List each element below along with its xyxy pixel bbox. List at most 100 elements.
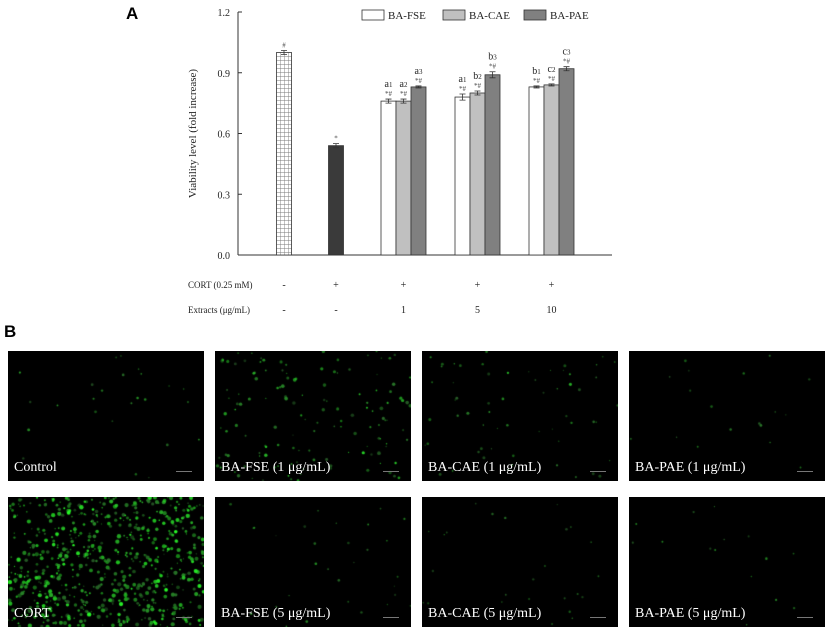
scale-bar bbox=[590, 617, 606, 618]
scale-bar bbox=[590, 471, 606, 472]
treatment-cell: - bbox=[334, 305, 337, 316]
y-tick-label: 1.2 bbox=[218, 8, 231, 19]
scale-bar bbox=[383, 617, 399, 618]
treatment-cell: + bbox=[401, 280, 407, 291]
micrograph-caption: BA-FSE (5 μg/mL) bbox=[221, 606, 331, 621]
letter-subscript: 3 bbox=[419, 68, 423, 76]
legend-swatch-fse bbox=[361, 9, 385, 21]
letter-subscript: 3 bbox=[567, 49, 571, 57]
treatment-cell: 5 bbox=[475, 305, 480, 316]
bar-fse-dose-1 bbox=[380, 100, 397, 256]
bar-pae-dose-10 bbox=[558, 68, 575, 256]
legend-swatch-cae bbox=[442, 9, 466, 21]
significance-mark-cae-dose-5: *# bbox=[474, 82, 482, 90]
fluorescence-image bbox=[629, 351, 825, 481]
letter-subscript: 1 bbox=[463, 76, 467, 84]
scale-bar bbox=[797, 471, 813, 472]
micrograph-caption: BA-CAE (1 μg/mL) bbox=[428, 460, 542, 475]
error-bar-pae-dose-5 bbox=[489, 71, 496, 79]
group-letter-cae-dose-1: a2 bbox=[400, 79, 408, 90]
scale-bar bbox=[383, 471, 399, 472]
micrograph-panel: CORT bbox=[8, 497, 204, 627]
scale-bar bbox=[797, 617, 813, 618]
bars bbox=[276, 50, 575, 256]
bar-pae-dose-5 bbox=[484, 74, 501, 256]
micrograph-caption: BA-PAE (1 μg/mL) bbox=[635, 460, 746, 475]
letter-subscript: 2 bbox=[478, 73, 482, 81]
micrograph-panel: Control bbox=[8, 351, 204, 481]
significance-mark-cae-dose-1: *# bbox=[400, 90, 408, 98]
bar-cae-dose-5 bbox=[469, 92, 486, 256]
scale-bar bbox=[176, 617, 192, 618]
legend-label-pae: BA-PAE bbox=[550, 10, 589, 22]
group-letter-fse-dose-10: b1 bbox=[532, 66, 541, 77]
group-letter-fse-dose-5: a1 bbox=[459, 74, 467, 85]
letter-subscript: 1 bbox=[389, 81, 393, 89]
significance-mark-pae-dose-1: *# bbox=[415, 77, 423, 85]
fluorescence-image bbox=[215, 497, 411, 627]
bar-annotations: #**#a1*#a2*#a3*#a1*#b2*#b3*#b1*#c2*#c3 bbox=[282, 41, 571, 142]
legend-swatch-pae bbox=[523, 9, 547, 21]
legend-label-cae: BA-CAE bbox=[469, 10, 510, 22]
fluorescence-image bbox=[422, 497, 618, 627]
micrograph-panel: BA-PAE (1 μg/mL) bbox=[629, 351, 825, 481]
micrograph-caption: BA-PAE (5 μg/mL) bbox=[635, 606, 746, 621]
treatment-cell: + bbox=[475, 280, 481, 291]
treatment-table: CORT (0.25 mM) - + + + + Extracts (μg/mL) - - 1 5 1… bbox=[188, 280, 557, 316]
treatment-cell: + bbox=[549, 280, 555, 291]
error-bar-cae-dose-1 bbox=[400, 98, 407, 104]
y-tick-label: 0.0 bbox=[218, 251, 231, 262]
micrograph-caption: BA-FSE (1 μg/mL) bbox=[221, 460, 331, 475]
error-bar-fse-dose-1 bbox=[385, 98, 392, 104]
micrograph-caption: CORT bbox=[14, 606, 51, 621]
significance-mark-pae-dose-10: *# bbox=[563, 58, 571, 66]
control-significance-mark: # bbox=[282, 41, 286, 49]
cort-error-bar bbox=[333, 143, 339, 149]
y-axis-title: Viability level (fold increase) bbox=[187, 69, 199, 198]
legend-label-fse: BA-FSE bbox=[388, 10, 426, 22]
fluorescence-image bbox=[422, 351, 618, 481]
viability-bar-chart: 0.0 0.3 0.6 0.9 1.2 Viability level (fold inc… bbox=[187, 8, 612, 316]
error-bar-cae-dose-10 bbox=[548, 83, 555, 87]
panel-label-a: A bbox=[126, 4, 139, 23]
significance-mark-fse-dose-1: *# bbox=[385, 90, 393, 98]
treatment-row-label-0: CORT (0.25 mM) bbox=[188, 280, 253, 290]
cort-bar bbox=[328, 145, 344, 256]
group-letter-cae-dose-5: b2 bbox=[473, 71, 482, 82]
fluorescence-image bbox=[8, 497, 204, 627]
bar-fse-dose-5 bbox=[454, 96, 471, 256]
error-bar-fse-dose-5 bbox=[459, 93, 466, 101]
error-bar-pae-dose-10 bbox=[563, 66, 570, 72]
cort-significance-mark: * bbox=[334, 135, 338, 143]
group-letter-fse-dose-1: a1 bbox=[385, 79, 393, 90]
micrograph-panel: BA-CAE (5 μg/mL) bbox=[422, 497, 618, 627]
y-tick-label: 0.6 bbox=[218, 130, 231, 141]
error-bar-cae-dose-5 bbox=[474, 90, 481, 96]
group-letter-cae-dose-10: c2 bbox=[548, 64, 556, 75]
fluorescence-image bbox=[215, 351, 411, 481]
group-letter-pae-dose-1: a3 bbox=[415, 66, 423, 77]
group-letter-pae-dose-5: b3 bbox=[488, 52, 497, 63]
significance-mark-pae-dose-5: *# bbox=[489, 63, 497, 71]
error-bar-pae-dose-1 bbox=[415, 85, 422, 89]
micrograph-panel: BA-FSE (5 μg/mL) bbox=[215, 497, 411, 627]
bar-cae-dose-1 bbox=[395, 100, 412, 256]
treatment-cell: - bbox=[282, 305, 285, 316]
legend: BA-FSE BA-CAE BA-PAE bbox=[361, 9, 589, 22]
control-error-bar bbox=[281, 50, 287, 55]
micrograph-caption: BA-CAE (5 μg/mL) bbox=[428, 606, 542, 621]
control-bar bbox=[276, 52, 292, 256]
letter-subscript: 3 bbox=[493, 54, 497, 62]
significance-mark-cae-dose-10: *# bbox=[548, 75, 556, 83]
group-letter-pae-dose-10: c3 bbox=[563, 47, 571, 58]
bar-fse-dose-10 bbox=[528, 86, 545, 256]
micrograph-panel: BA-CAE (1 μg/mL) bbox=[422, 351, 618, 481]
error-bar-fse-dose-10 bbox=[533, 85, 540, 89]
fluorescence-image bbox=[629, 497, 825, 627]
bar-pae-dose-1 bbox=[410, 86, 427, 256]
treatment-cell: + bbox=[333, 280, 339, 291]
panel-label-b: B bbox=[4, 322, 17, 341]
y-tick-label: 0.9 bbox=[218, 69, 231, 80]
scale-bar bbox=[176, 471, 192, 472]
bar-cae-dose-10 bbox=[543, 84, 560, 256]
